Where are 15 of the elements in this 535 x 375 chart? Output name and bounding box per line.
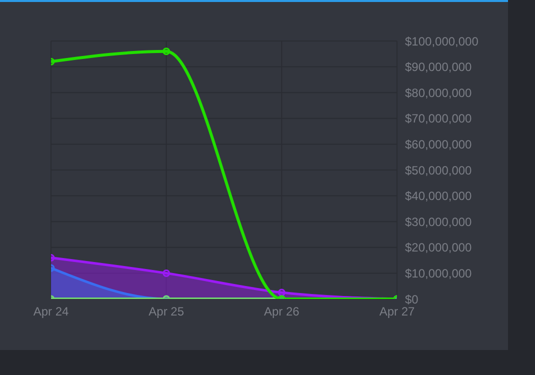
y-tick-label: $50,000,000 — [405, 163, 472, 178]
y-tick-label: $80,000,000 — [405, 86, 472, 100]
y-tick-label: $30,000,000 — [405, 214, 472, 229]
x-tick-label: Apr 24 — [33, 304, 69, 319]
y-tick-label: $0 — [405, 292, 419, 306]
x-tick-label: Apr 26 — [264, 304, 300, 319]
x-tick-label: Apr 25 — [148, 304, 184, 319]
y-tick-label: $100,000,000 — [405, 34, 479, 48]
y-tick-label: $90,000,000 — [405, 60, 472, 74]
y-tick-label: $60,000,000 — [405, 137, 472, 152]
y-tick-label: $20,000,000 — [405, 240, 472, 255]
y-tick-label: $70,000,000 — [405, 112, 472, 126]
y-tick-label: $10,000,000 — [405, 266, 472, 280]
x-tick-label: Apr 27 — [379, 304, 415, 319]
y-tick-label: $40,000,000 — [405, 189, 472, 204]
